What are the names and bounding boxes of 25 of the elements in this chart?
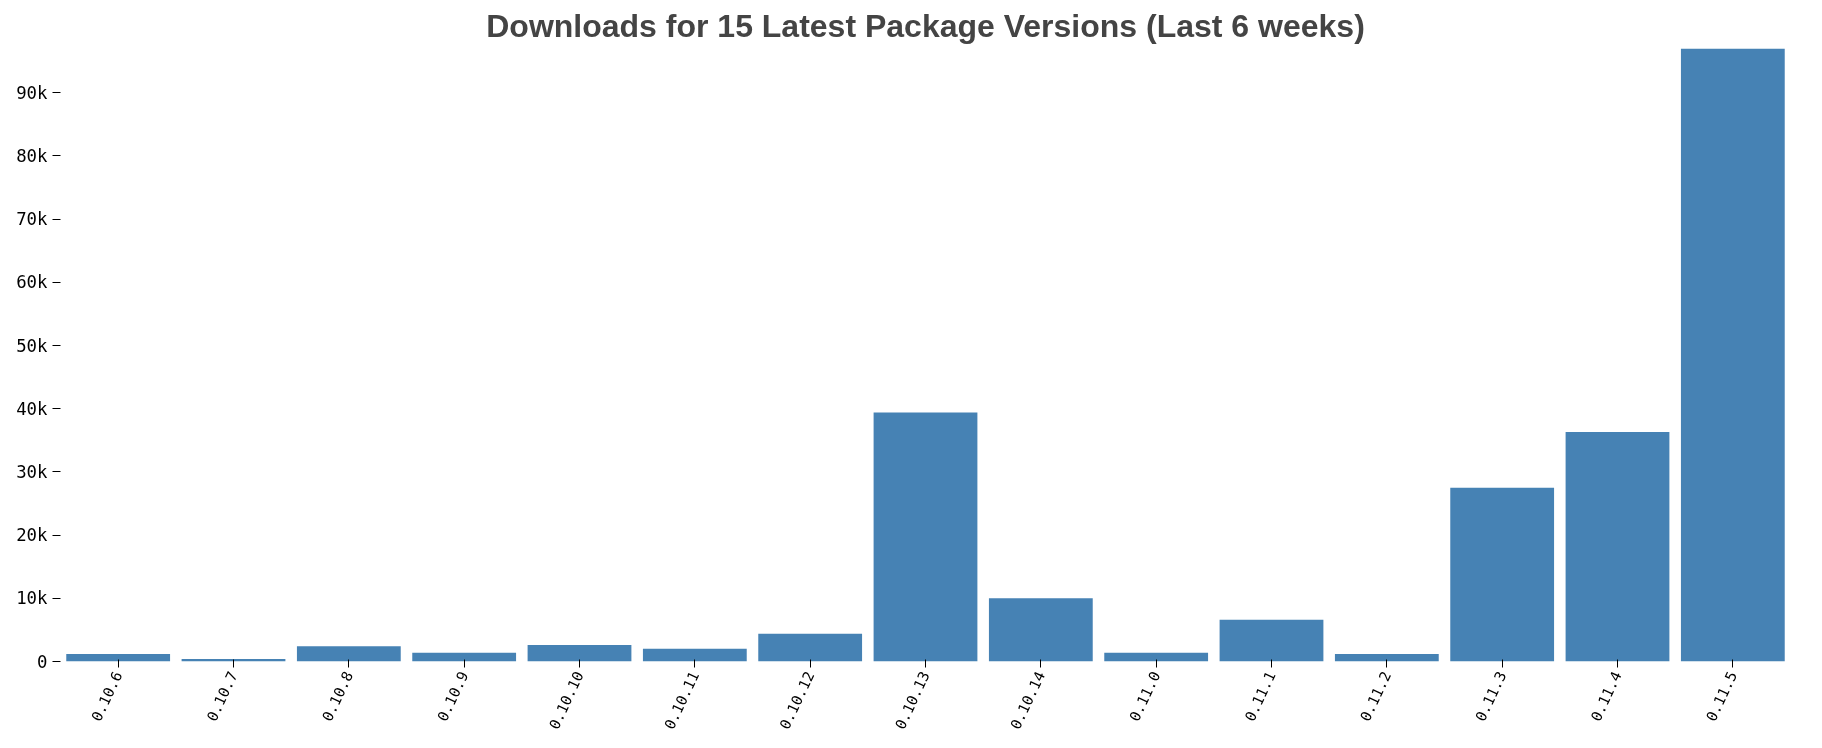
bar: [1334, 653, 1439, 662]
bar: [758, 633, 863, 662]
y-tick-label: 30k: [16, 461, 49, 482]
y-tick-label: 80k: [16, 145, 49, 166]
bar: [1104, 652, 1209, 662]
bar: [412, 652, 517, 662]
bar: [873, 412, 978, 662]
bar: [988, 598, 1093, 662]
y-tick-label: 70k: [16, 209, 49, 230]
y-tick-label: 50k: [16, 335, 49, 356]
bar: [66, 653, 171, 662]
y-tick-label: 40k: [16, 398, 49, 419]
bar: [642, 648, 747, 662]
y-tick-label: 60k: [16, 272, 49, 293]
chart-title: Downloads for 15 Latest Package Versions (Last 6 weeks): [486, 7, 1365, 44]
bar: [527, 645, 632, 662]
bar: [1565, 432, 1670, 662]
y-tick-label: 90k: [16, 82, 49, 103]
y-tick-label: 0: [37, 651, 48, 672]
bar: [1450, 487, 1555, 662]
bar: [1680, 48, 1785, 662]
bar: [1219, 619, 1324, 662]
y-tick-label: 20k: [16, 525, 49, 546]
bar: [296, 646, 401, 662]
y-tick-label: 10k: [16, 588, 49, 609]
